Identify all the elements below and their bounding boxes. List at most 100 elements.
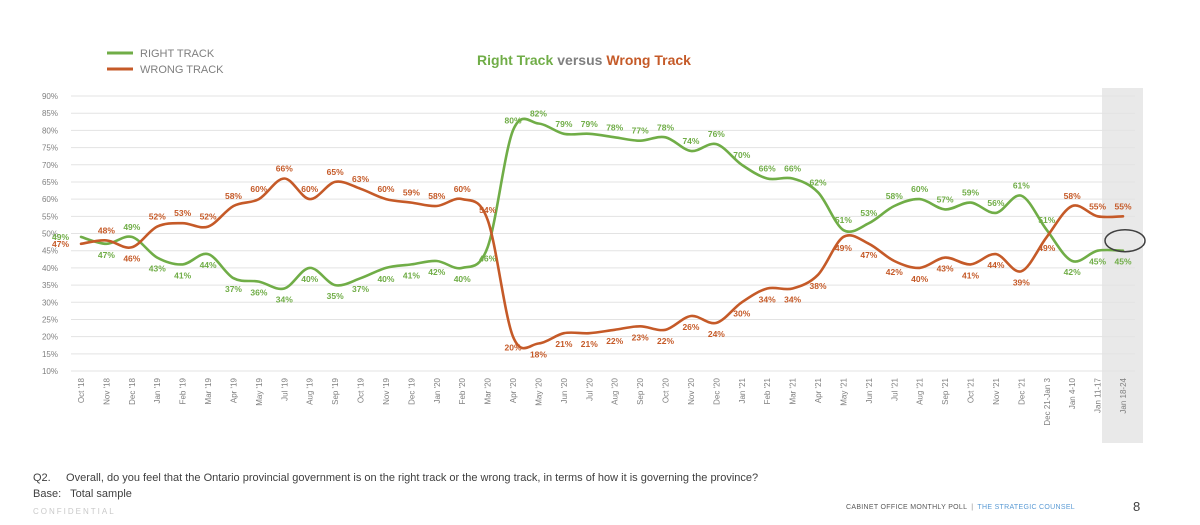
right-track-label: 45% — [1089, 257, 1106, 267]
x-tick-label: Apr '19 — [229, 377, 238, 403]
wrong-track-label: 47% — [860, 250, 877, 260]
x-tick-label: Nov '21 — [992, 377, 1001, 404]
base-footnote: Base: Total sample — [33, 488, 132, 500]
base-label: Base: — [33, 488, 62, 500]
right-track-label: 79% — [581, 119, 598, 129]
x-tick-label: Dec '18 — [128, 377, 137, 404]
wrong-track-label: 48% — [98, 225, 115, 235]
x-tick-label: Jan 18-24 — [1119, 377, 1128, 413]
right-track-label: 40% — [301, 274, 318, 284]
right-track-label: 44% — [200, 260, 217, 270]
right-track-label: 51% — [835, 215, 852, 225]
y-tick-label: 30% — [42, 298, 58, 307]
footer-separator: | — [971, 504, 974, 511]
x-tick-label: Dec '19 — [407, 377, 416, 404]
right-track-line — [79, 117, 1125, 291]
x-tick-label: Sep '21 — [941, 377, 950, 404]
page-number: 8 — [1133, 499, 1141, 514]
wrong-track-label: 58% — [428, 191, 445, 201]
right-track-label: 49% — [52, 232, 69, 242]
wrong-track-label: 22% — [657, 336, 674, 346]
x-tick-label: Jul '20 — [585, 377, 594, 400]
right-track-label: 82% — [530, 109, 547, 119]
x-tick-label: Nov '18 — [102, 377, 111, 404]
wrong-track-label: 49% — [1038, 243, 1055, 253]
right-track-label: 59% — [962, 188, 979, 198]
wrong-track-label: 52% — [149, 212, 166, 222]
right-track-label: 51% — [1038, 215, 1055, 225]
wrong-track-label: 18% — [530, 350, 547, 360]
x-tick-label: Feb '20 — [458, 377, 467, 404]
wrong-track-label: 24% — [708, 329, 725, 339]
right-track-label: 74% — [682, 136, 699, 146]
series-lines — [79, 117, 1125, 350]
x-tick-label: Nov '19 — [382, 377, 391, 404]
y-tick-label: 45% — [42, 247, 58, 256]
x-tick-label: Oct '18 — [77, 377, 86, 403]
right-track-label: 46% — [479, 253, 496, 263]
right-track-label: 78% — [657, 122, 674, 132]
wrong-track-label: 23% — [632, 332, 649, 342]
wrong-track-label: 55% — [1089, 201, 1106, 211]
title-wrong-track: Wrong Track — [606, 52, 691, 68]
right-track-label: 45% — [1114, 257, 1131, 267]
y-tick-label: 75% — [42, 144, 58, 153]
right-track-label: 42% — [428, 267, 445, 277]
wrong-track-label: 59% — [403, 188, 420, 198]
x-tick-label: Apr '20 — [509, 377, 518, 403]
x-tick-label: May '21 — [839, 377, 848, 405]
x-tick-label: Aug '21 — [916, 377, 925, 404]
right-track-label: 78% — [606, 122, 623, 132]
x-tick-label: Jun '20 — [560, 377, 569, 403]
right-track-label: 34% — [276, 295, 293, 305]
legend-label-wrong-track: WRONG TRACK — [140, 64, 224, 76]
right-track-label: 61% — [1013, 181, 1030, 191]
wrong-track-label: 42% — [886, 267, 903, 277]
right-track-label: 35% — [327, 291, 344, 301]
right-track-label: 37% — [352, 284, 369, 294]
wrong-track-label: 60% — [454, 184, 471, 194]
wrong-track-label: 65% — [327, 167, 344, 177]
x-tick-label: May '19 — [255, 377, 264, 405]
wrong-track-label: 60% — [250, 184, 267, 194]
legend: RIGHT TRACK WRONG TRACK — [107, 48, 224, 76]
x-tick-label: Jan '20 — [433, 377, 442, 403]
wrong-track-label: 34% — [784, 295, 801, 305]
right-track-label: 70% — [733, 150, 750, 160]
x-tick-label: Jan '21 — [738, 377, 747, 403]
wrong-track-label: 21% — [581, 339, 598, 349]
right-track-label: 79% — [555, 119, 572, 129]
y-tick-label: 25% — [42, 315, 58, 324]
x-axis: Oct '18 Nov '18 Dec '18 Jan '19 Feb '19 Mar '… — [77, 377, 1128, 425]
wrong-track-label: 47% — [52, 239, 69, 249]
right-track-label: 60% — [911, 184, 928, 194]
right-track-label: 77% — [632, 126, 649, 136]
right-track-label: 57% — [937, 194, 954, 204]
wrong-track-label: 53% — [174, 208, 191, 218]
x-tick-label: Apr '21 — [814, 377, 823, 403]
right-track-label: 43% — [149, 264, 166, 274]
y-tick-label: 85% — [42, 109, 58, 118]
question-text: Overall, do you feel that the Ontario pr… — [66, 472, 759, 484]
x-tick-label: Mar '19 — [204, 377, 213, 404]
data-labels: 49%47%47%48% 49%46%43%52%41%53%44%52%37%5… — [52, 109, 1132, 360]
x-tick-label: Oct '19 — [357, 377, 366, 403]
right-track-label: 66% — [759, 164, 776, 174]
line-chart: RIGHT TRACK WRONG TRACK Right Track versus… — [42, 48, 1146, 443]
question-number: Q2. — [33, 472, 51, 484]
right-track-label: 40% — [377, 274, 394, 284]
y-tick-label: 65% — [42, 178, 58, 187]
right-track-label: 53% — [860, 208, 877, 218]
x-tick-label: Oct '20 — [662, 377, 671, 403]
y-tick-label: 40% — [42, 264, 58, 273]
wrong-track-label: 46% — [123, 253, 140, 263]
annotations — [1104, 228, 1146, 253]
wrong-track-label: 38% — [810, 281, 827, 291]
footer-credits: CABINET OFFICE MONTHLY POLL | THE STRATEGI… — [846, 504, 1075, 511]
x-tick-label: Aug '20 — [611, 377, 620, 404]
y-tick-label: 50% — [42, 230, 58, 239]
wrong-track-label: 54% — [479, 205, 496, 215]
y-tick-label: 55% — [42, 212, 58, 221]
highlight-circle — [1104, 228, 1146, 253]
x-tick-label: Jun '21 — [865, 377, 874, 403]
